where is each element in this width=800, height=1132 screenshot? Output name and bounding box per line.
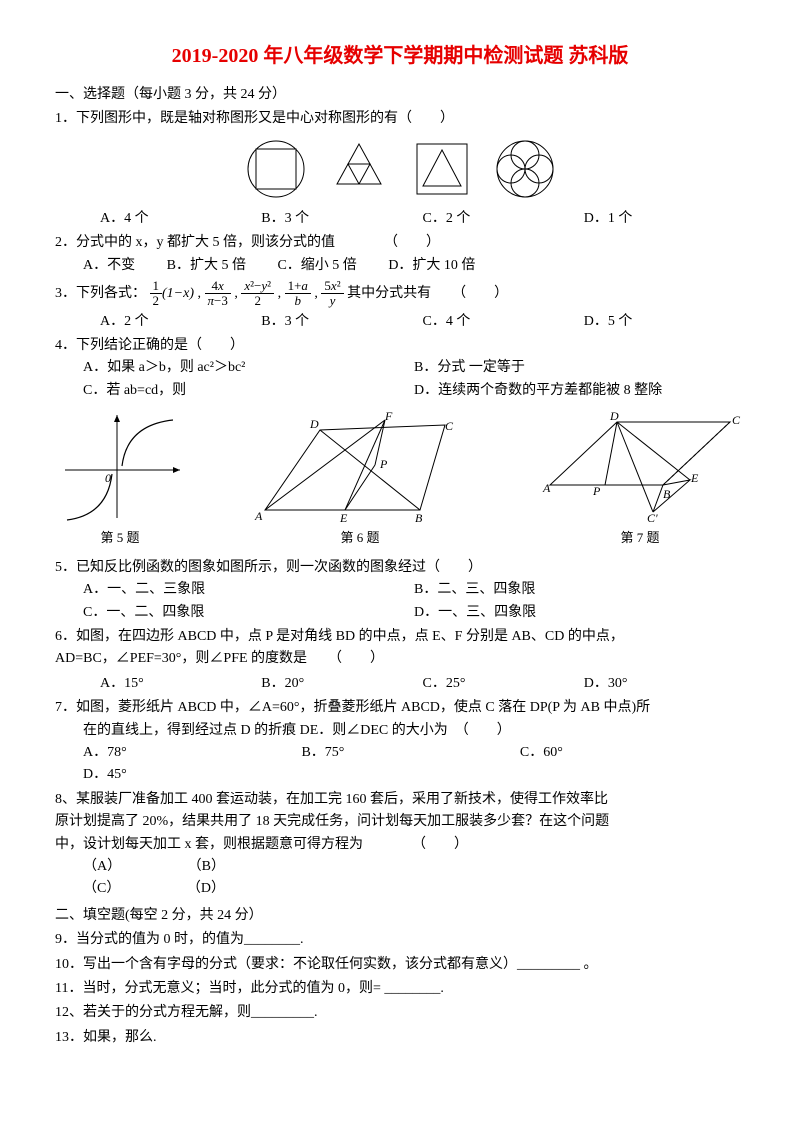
q3-options: A．2 个 B．3 个 C．4 个 D．5 个	[55, 311, 745, 333]
svg-text:0: 0	[105, 471, 111, 485]
q5-opt-b: B．二、三、四象限	[414, 579, 745, 601]
q6-opt-c: C．25°	[423, 673, 584, 695]
svg-text:E: E	[339, 511, 348, 525]
svg-text:D: D	[309, 417, 319, 431]
svg-text:P: P	[592, 484, 601, 498]
q12: 12、若关于的分式方程无解，则_________.	[55, 1002, 745, 1024]
q1-fig-1	[243, 137, 308, 202]
q8-line3: 中，设计划每天加工 x 套，则根据题意可得方程为 （ ）	[55, 834, 745, 856]
section-2-header: 二、填空题(每空 2 分，共 24 分）	[55, 905, 745, 927]
q3-opt-a: A．2 个	[100, 311, 261, 333]
q5-opts: A．一、二、三象限 B．二、三、四象限 C．一、二、四象限 D．一、三、四象限	[55, 579, 745, 624]
q11: 11．当时，分式无意义；当时，此分式的值为 0，则= ________.	[55, 978, 745, 1000]
q5-opt-c: C．一、二、四象限	[83, 602, 414, 624]
q8-line2: 原计划提高了 20%，结果共用了 18 天完成任务，问计划每天加工服装多少套？在…	[55, 811, 745, 833]
fig7-caption: 第 7 题	[620, 528, 659, 549]
q8-opt-c: （C）	[83, 881, 113, 896]
svg-text:A: A	[542, 481, 551, 495]
q4-opt-b: B．分式 一定等于	[414, 357, 745, 379]
section-1-header: 一、选择题（每小题 3 分，共 24 分）	[55, 84, 745, 106]
svg-text:E: E	[690, 471, 699, 485]
svg-text:B: B	[415, 511, 423, 525]
fig7-svg: A B C D P E C'	[535, 410, 745, 525]
fig5-block: 0 第 5 题	[55, 410, 185, 549]
q7-opt-a: A．78°	[83, 742, 301, 764]
q5-opt-a: A．一、二、三象限	[83, 579, 414, 601]
svg-text:C: C	[732, 413, 741, 427]
q3-opt-d: D．5 个	[584, 311, 745, 333]
q6-options: A．15° B．20° C．25° D．30°	[55, 673, 745, 695]
q1-fig-2	[326, 137, 391, 202]
fig6-caption: 第 6 题	[340, 528, 379, 549]
q4-stem: 4．下列结论正确的是（ ）	[55, 335, 745, 357]
q6-line1: 6．如图，在四边形 ABCD 中，点 P 是对角线 BD 的中点，点 E、F 分…	[55, 626, 745, 648]
q10: 10．写出一个含有字母的分式（要求：不论取任何实数，该分式都有意义）______…	[55, 954, 745, 976]
q7-opt-b: B．75°	[301, 742, 519, 764]
q1-opt-b: B．3 个	[261, 208, 422, 230]
q1-fig-3	[409, 137, 474, 202]
q6-line2: AD=BC，∠PEF=30°，则∠PFE 的度数是 （ ）	[55, 648, 745, 670]
svg-text:D: D	[609, 410, 619, 423]
svg-text:A: A	[254, 509, 263, 523]
svg-text:F: F	[384, 410, 393, 423]
q1-fig-4	[492, 137, 557, 202]
q1-opt-a: A．4 个	[100, 208, 261, 230]
q7-opt-c: C．60°	[520, 742, 738, 764]
q6-opt-a: A．15°	[100, 673, 261, 695]
svg-text:B: B	[663, 487, 671, 501]
q5-opt-d: D．一、三、四象限	[414, 602, 745, 624]
q4-opt-a: A．如果 a＞b，则 ac²＞bc²	[83, 357, 414, 379]
figures-row: 0 第 5 题 A B C D E F P 第 6 题 A B C D	[55, 410, 745, 549]
svg-text:P: P	[379, 457, 388, 471]
q7-opts: A．78° B．75° C．60° D．45°	[55, 742, 745, 787]
q7-line1: 7．如图，菱形纸片 ABCD 中，∠A=60°，折叠菱形纸片 ABCD，使点 C…	[55, 697, 745, 719]
svg-text:C': C'	[647, 511, 658, 525]
page-title: 2019-2020 年八年级数学下学期期中检测试题 苏科版	[55, 40, 745, 72]
q4-row2: C．若 ab=cd，则 D．连续两个奇数的平方差都能被 8 整除	[55, 380, 745, 402]
q2-opt-c: C．缩小 5 倍	[277, 258, 356, 273]
q7-line2: 在的直线上，得到经过点 D 的折痕 DE．则∠DEC 的大小为 （ ）	[55, 720, 745, 742]
q4-row1: A．如果 a＞b，则 ac²＞bc² B．分式 一定等于	[55, 357, 745, 379]
svg-text:C: C	[445, 419, 454, 433]
q6-opt-b: B．20°	[261, 673, 422, 695]
q8-opt-d: （D）	[187, 881, 225, 896]
q1-opt-c: C．2 个	[423, 208, 584, 230]
q2-options: A．不变 B．扩大 5 倍 C．缩小 5 倍 D．扩大 10 倍	[55, 255, 745, 277]
fig6-block: A B C D E F P 第 6 题	[205, 410, 515, 549]
q1-figures	[55, 137, 745, 202]
q1-stem: 1．下列图形中，既是轴对称图形又是中心对称图形的有（ ）	[55, 108, 745, 130]
fig6-svg: A B C D E F P	[245, 410, 475, 525]
q8-row2: （C） （D）	[55, 878, 745, 900]
q8-opt-b: （B）	[188, 859, 225, 874]
q1-options: A．4 个 B．3 个 C．2 个 D．1 个	[55, 208, 745, 230]
q13: 13．如果，那么.	[55, 1027, 745, 1049]
q2-stem: 2．分式中的 x，y 都扩大 5 倍，则该分式的值 （ ）	[55, 232, 745, 254]
q3-stem: 3．下列各式： 12(1−x) , 4xπ−3 , x²−y²2 , 1+ab …	[55, 279, 745, 309]
q4-opt-c: C．若 ab=cd，则	[83, 380, 414, 402]
q2-opt-d: D．扩大 10 倍	[388, 258, 475, 273]
q2-opt-b: B．扩大 5 倍	[167, 258, 246, 273]
q5-stem: 5．已知反比例函数的图象如图所示，则一次函数的图象经过（ ）	[55, 557, 745, 579]
q4-opt-d: D．连续两个奇数的平方差都能被 8 整除	[414, 380, 745, 402]
q1-opt-d: D．1 个	[584, 208, 745, 230]
q2-opt-a: A．不变	[83, 258, 135, 273]
fig7-block: A B C D P E C' 第 7 题	[535, 410, 745, 549]
q9: 9．当分式的值为 0 时，的值为________.	[55, 929, 745, 951]
fig5-svg: 0	[55, 410, 185, 525]
q6-opt-d: D．30°	[584, 673, 745, 695]
q3-opt-c: C．4 个	[423, 311, 584, 333]
q8-row1: （A） （B）	[55, 856, 745, 878]
q7-opt-d: D．45°	[83, 764, 301, 786]
q3-opt-b: B．3 个	[261, 311, 422, 333]
fig5-caption: 第 5 题	[100, 528, 139, 549]
q8-line1: 8、某服装厂准备加工 400 套运动装，在加工完 160 套后，采用了新技术，使…	[55, 789, 745, 811]
q8-opt-a: （A）	[83, 859, 114, 874]
